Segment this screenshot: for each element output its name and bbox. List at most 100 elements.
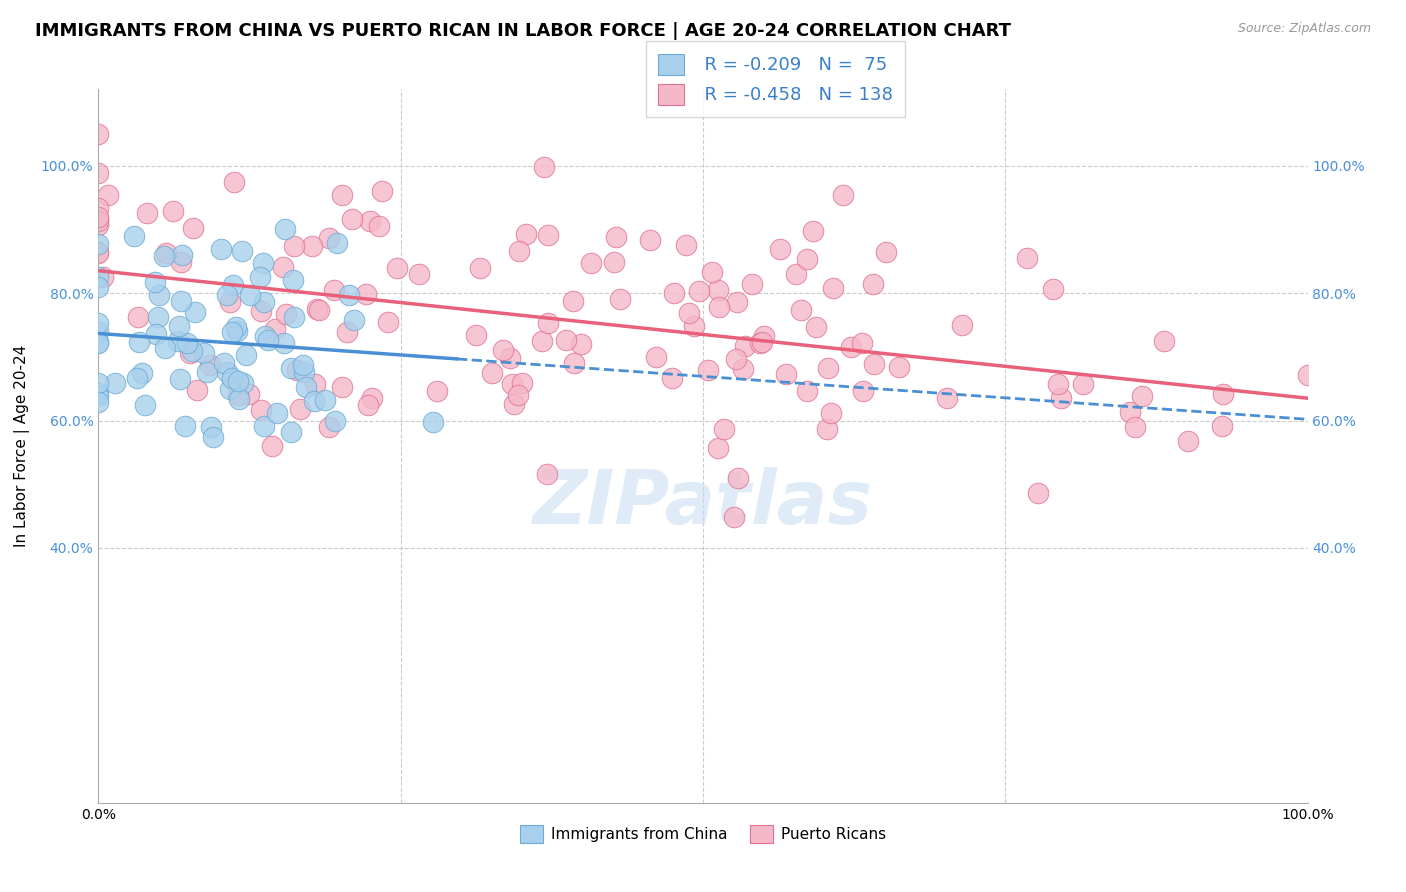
- Point: [127, 310, 149, 324]
- Point: [232, 376, 254, 390]
- Point: [1050, 392, 1073, 406]
- Point: [226, 374, 249, 388]
- Point: [226, 325, 249, 339]
- Point: [785, 267, 807, 281]
- Point: [839, 341, 862, 355]
- Point: [727, 471, 749, 485]
- Point: [875, 245, 897, 260]
- Text: ZIPatlas: ZIPatlas: [533, 467, 873, 540]
- Point: [336, 325, 359, 339]
- Point: [748, 336, 770, 351]
- Point: [330, 379, 353, 393]
- Point: [273, 335, 295, 350]
- Point: [823, 281, 845, 295]
- Point: [217, 287, 239, 301]
- Point: [1071, 376, 1094, 391]
- Point: [1211, 419, 1233, 434]
- Point: [238, 387, 260, 401]
- Point: [678, 306, 700, 320]
- Point: [256, 333, 278, 347]
- Point: [260, 439, 283, 453]
- Point: [385, 260, 408, 275]
- Point: [87, 334, 110, 349]
- Point: [314, 392, 336, 407]
- Point: [170, 293, 193, 308]
- Point: [1123, 420, 1146, 434]
- Point: [152, 249, 174, 263]
- Point: [228, 392, 250, 406]
- Point: [481, 367, 503, 381]
- Point: [725, 295, 748, 310]
- Point: [796, 252, 818, 267]
- Point: [202, 430, 225, 444]
- Point: [134, 398, 156, 412]
- Point: [209, 243, 232, 257]
- Point: [304, 394, 326, 409]
- Point: [87, 245, 110, 260]
- Point: [1118, 405, 1140, 419]
- Point: [214, 355, 236, 369]
- Point: [252, 256, 274, 270]
- Point: [801, 224, 824, 238]
- Point: [145, 326, 167, 341]
- Point: [862, 357, 884, 371]
- Point: [221, 370, 243, 384]
- Point: [219, 295, 242, 310]
- Point: [290, 401, 312, 416]
- Point: [184, 305, 207, 319]
- Point: [215, 365, 238, 379]
- Point: [464, 328, 486, 343]
- Point: [537, 316, 560, 330]
- Point: [554, 333, 576, 347]
- Point: [675, 237, 697, 252]
- Point: [125, 371, 148, 385]
- Point: [308, 302, 330, 317]
- Point: [852, 384, 875, 399]
- Point: [326, 235, 349, 250]
- Point: [804, 319, 827, 334]
- Point: [122, 229, 145, 244]
- Point: [1130, 389, 1153, 403]
- Point: [231, 244, 253, 258]
- Point: [609, 292, 631, 306]
- Point: [292, 358, 315, 372]
- Point: [148, 288, 170, 302]
- Point: [688, 284, 710, 298]
- Point: [193, 346, 215, 360]
- Point: [274, 222, 297, 236]
- Point: [222, 175, 245, 189]
- Point: [167, 318, 190, 333]
- Point: [508, 244, 530, 258]
- Point: [683, 318, 706, 333]
- Point: [537, 228, 560, 243]
- Text: Source: ZipAtlas.com: Source: ZipAtlas.com: [1237, 22, 1371, 36]
- Point: [283, 310, 305, 324]
- Point: [506, 387, 529, 401]
- Point: [218, 382, 240, 396]
- Point: [253, 419, 276, 434]
- Y-axis label: In Labor Force | Age 20-24: In Labor Force | Age 20-24: [14, 345, 30, 547]
- Point: [173, 418, 195, 433]
- Point: [354, 287, 377, 301]
- Point: [285, 363, 308, 377]
- Point: [533, 161, 555, 175]
- Point: [707, 300, 730, 314]
- Point: [337, 287, 360, 301]
- Point: [181, 343, 204, 358]
- Point: [87, 212, 110, 227]
- Point: [249, 270, 271, 285]
- Point: [222, 277, 245, 292]
- Point: [87, 201, 110, 215]
- Point: [87, 270, 110, 285]
- Point: [87, 335, 110, 350]
- Point: [510, 376, 533, 390]
- Point: [862, 277, 884, 291]
- Point: [271, 260, 294, 274]
- Point: [274, 308, 297, 322]
- Point: [605, 230, 627, 244]
- Point: [499, 351, 522, 365]
- Point: [301, 239, 323, 253]
- Point: [661, 371, 683, 385]
- Point: [707, 442, 730, 456]
- Point: [239, 288, 262, 302]
